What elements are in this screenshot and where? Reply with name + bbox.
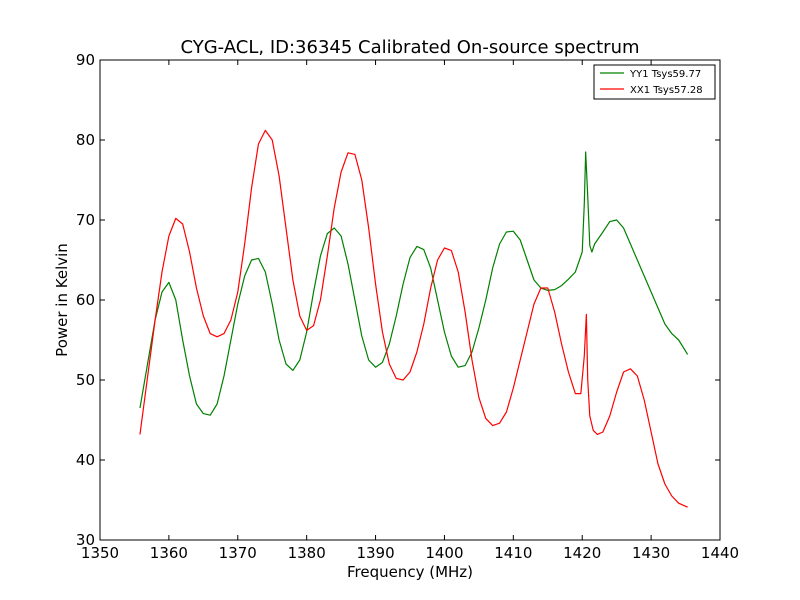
x-tick-label: 1390 — [356, 544, 394, 562]
legend-label-yy1: YY1 Tsys59.77 — [629, 69, 701, 80]
y-tick-label: 30 — [76, 531, 95, 549]
x-axis-label: Frequency (MHz) — [347, 563, 473, 581]
y-axis-label: Power in Kelvin — [53, 243, 71, 357]
x-tick-label: 1410 — [494, 544, 532, 562]
series-line-xx1 — [139, 129, 688, 508]
series-line-yy1 — [139, 151, 689, 416]
chart-title: CYG-ACL, ID:36345 Calibrated On-source s… — [180, 37, 639, 58]
y-tick-label: 80 — [76, 131, 95, 149]
x-tick-label: 1430 — [632, 544, 670, 562]
legend-box — [593, 64, 716, 100]
x-tick-label: 1440 — [701, 544, 739, 562]
y-tick-label: 90 — [76, 51, 95, 69]
x-tick-label: 1380 — [288, 544, 326, 562]
x-tick-label: 1420 — [563, 544, 601, 562]
x-tick-label: 1350 — [81, 544, 119, 562]
ticks-layer: 1350 1360 1370 1380 1390 1400 1410 1420 1430 1440… — [76, 51, 739, 562]
y-tick-label: 70 — [76, 211, 95, 229]
y-tick-label: 50 — [76, 371, 95, 389]
x-tick-label: 1370 — [219, 544, 257, 562]
plot-area — [100, 60, 720, 540]
series-layer — [139, 129, 689, 508]
y-tick-label: 40 — [76, 451, 95, 469]
x-tick-label: 1400 — [425, 544, 463, 562]
x-tick-label: 1360 — [150, 544, 188, 562]
plot-frame — [99, 59, 721, 541]
legend: YY1 Tsys59.77 XX1 Tsys57.28 — [593, 64, 716, 100]
y-tick-label: 60 — [76, 291, 95, 309]
legend-label-xx1: XX1 Tsys57.28 — [630, 85, 703, 96]
